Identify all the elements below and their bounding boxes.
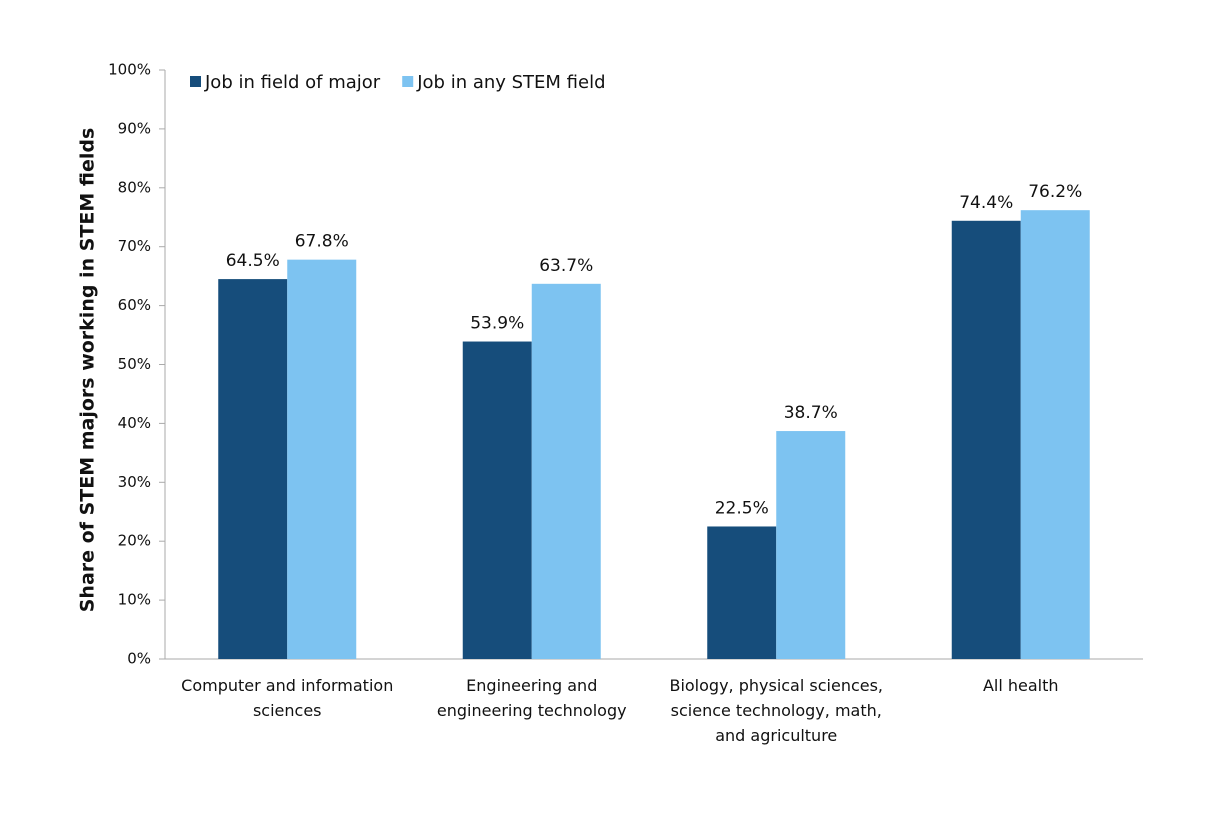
y-tick-label: 60% (118, 296, 151, 314)
legend-label: Job in any STEM field (416, 72, 605, 93)
value-label: 53.9% (470, 314, 524, 334)
value-label: 67.8% (295, 232, 349, 252)
legend-label: Job in field of major (204, 72, 381, 93)
value-label: 63.7% (539, 256, 593, 276)
bar (776, 431, 846, 659)
y-tick-label: 90% (118, 119, 151, 137)
value-label: 22.5% (715, 498, 769, 518)
y-axis-title: Share of STEM majors working in STEM fie… (77, 128, 99, 613)
value-label: 64.5% (226, 251, 280, 271)
value-label: 38.7% (784, 403, 838, 423)
x-tick-label: Biology, physical sciences, science tech… (669, 676, 884, 745)
bar (287, 259, 357, 659)
legend-swatch (190, 76, 201, 87)
x-tick-label: All health (982, 676, 1059, 695)
value-label: 74.4% (959, 193, 1013, 213)
bar (1020, 210, 1090, 659)
y-tick-label: 70% (118, 237, 151, 255)
y-tick-label: 20% (118, 532, 151, 550)
y-tick-label: 80% (118, 178, 151, 196)
y-tick-label: 0% (127, 650, 151, 668)
y-tick-label: 100% (108, 61, 151, 79)
bar (218, 279, 288, 659)
y-tick-label: 40% (118, 414, 151, 432)
value-label: 76.2% (1028, 182, 1082, 202)
bar (462, 341, 532, 659)
x-tick-label: Computer and information sciences (181, 676, 394, 720)
legend-swatch (402, 76, 414, 87)
y-tick-label: 50% (118, 355, 151, 373)
bar (531, 283, 601, 659)
y-tick-label: 30% (118, 473, 151, 491)
y-tick-label: 10% (118, 591, 151, 609)
bar (707, 526, 777, 659)
x-tick-label: Engineering and engineering technology (436, 676, 627, 720)
bar (951, 220, 1021, 659)
